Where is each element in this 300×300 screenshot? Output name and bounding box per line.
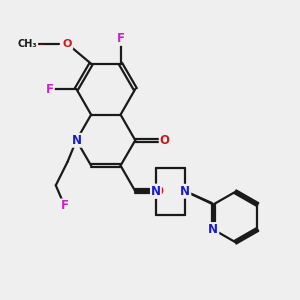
Text: O: O — [160, 134, 170, 147]
Text: N: N — [151, 185, 161, 198]
Text: F: F — [61, 200, 69, 212]
Text: F: F — [117, 32, 124, 45]
Text: methoxy: methoxy — [39, 44, 46, 45]
Text: F: F — [46, 82, 54, 95]
Text: N: N — [71, 134, 81, 147]
Text: O: O — [63, 39, 72, 49]
Text: N: N — [208, 223, 218, 236]
Text: CH₃: CH₃ — [18, 39, 38, 49]
Text: O: O — [154, 185, 164, 198]
Text: N: N — [180, 185, 190, 198]
